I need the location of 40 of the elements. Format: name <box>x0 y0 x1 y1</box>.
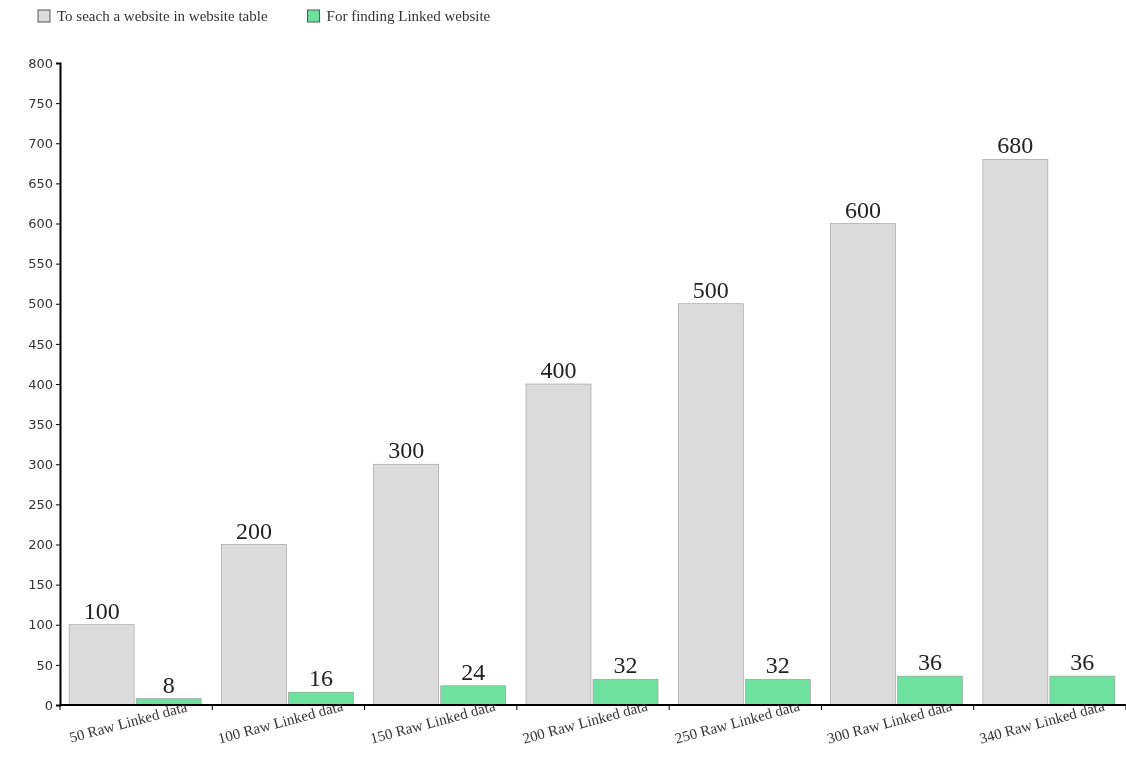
data-label: 600 <box>845 196 882 223</box>
y-tick-label: 650 <box>28 176 53 192</box>
data-label: 100 <box>83 597 120 624</box>
data-label: 300 <box>388 437 425 464</box>
y-tick-label: 800 <box>28 55 53 71</box>
x-tick-label: 200 Raw Linked data <box>520 697 650 747</box>
x-tick-label: 250 Raw Linked data <box>673 697 802 747</box>
y-tick-label: 0 <box>44 697 53 713</box>
y-tick-label: 700 <box>28 135 53 151</box>
y-tick-label: 350 <box>28 416 53 432</box>
x-tick-label: 340 Raw Linked data <box>977 697 1107 747</box>
data-label: 32 <box>765 652 790 679</box>
data-label: 24 <box>461 658 486 685</box>
y-tick-label: 300 <box>28 456 53 472</box>
y-tick-label: 150 <box>28 577 53 593</box>
y-tick-label: 100 <box>28 617 53 633</box>
data-label: 200 <box>235 517 272 544</box>
data-label: 8 <box>162 671 175 698</box>
y-tick-label: 450 <box>28 336 53 352</box>
y-tick-label: 500 <box>28 296 53 312</box>
y-tick-label: 550 <box>28 256 53 272</box>
data-label: 36 <box>1070 649 1095 676</box>
data-label: 680 <box>997 132 1034 159</box>
x-tick-label: 300 Raw Linked data <box>825 697 955 747</box>
x-tick-label: 50 Raw Linked data <box>67 698 190 746</box>
data-label: 500 <box>692 276 729 303</box>
y-tick-label: 400 <box>28 376 53 392</box>
data-label: 36 <box>918 649 943 676</box>
y-tick-label: 50 <box>36 657 53 673</box>
x-tick-label: 150 Raw Linked data <box>368 697 498 747</box>
x-tick-label: 100 Raw Linked data <box>216 697 345 747</box>
data-label: 32 <box>613 652 638 679</box>
y-tick-label: 200 <box>28 537 53 553</box>
legend-label: For finding Linked website <box>326 8 491 24</box>
y-tick-label: 750 <box>28 95 53 111</box>
y-tick-label: 600 <box>28 216 53 232</box>
y-tick-label: 250 <box>28 497 53 513</box>
data-label: 16 <box>308 665 333 692</box>
legend-label: To seach a website in website table <box>57 8 268 24</box>
data-label: 400 <box>540 357 577 383</box>
